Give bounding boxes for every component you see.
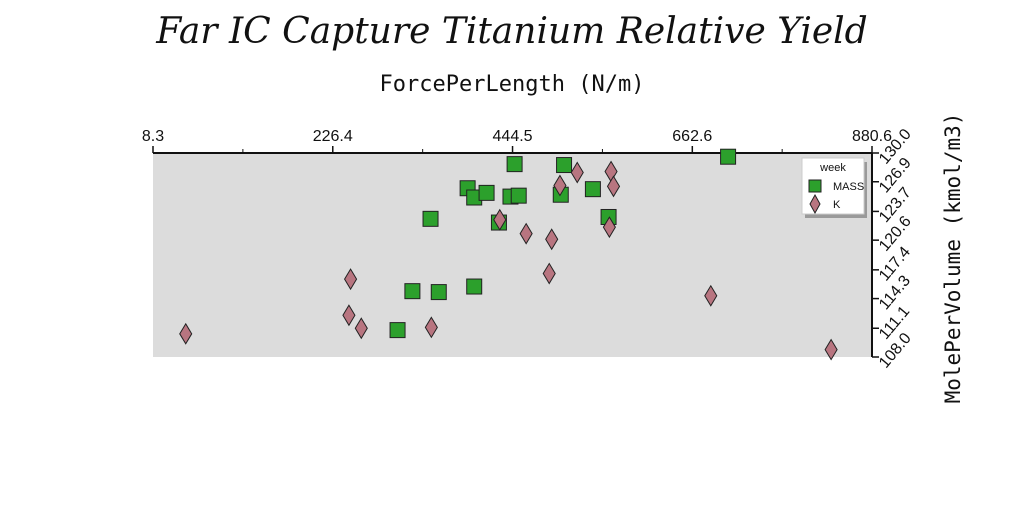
k-point: [179, 322, 193, 345]
x-tick-label: 444.5: [493, 128, 533, 145]
k-point: [570, 161, 584, 184]
k-point: [824, 338, 838, 361]
x-tick-label: 8.3: [142, 128, 164, 145]
legend-item-mass: MASS: [808, 179, 864, 193]
legend-items: MASS K: [808, 179, 864, 215]
mass-point: [506, 156, 523, 173]
mass-point: [510, 187, 527, 204]
chart-title: Far IC Capture Titanium Relative Yield: [155, 11, 867, 52]
k-point: [424, 316, 438, 339]
k-point: [545, 228, 559, 251]
mass-point: [478, 184, 495, 201]
legend-marker-k: [809, 193, 821, 215]
mass-point: [720, 148, 737, 165]
mass-point: [584, 181, 601, 198]
k-point: [553, 174, 567, 197]
mass-point: [430, 284, 447, 301]
k-point: [493, 208, 507, 231]
mass-point: [389, 322, 406, 339]
legend: week MASS K: [801, 157, 867, 218]
y-axis-label: MolePerVolume (kmol/m3): [941, 113, 965, 404]
mass-point: [422, 210, 439, 227]
data-points: [179, 148, 838, 361]
x-ticks: 8.3 226.4 444.5 662.6 880.6: [142, 128, 892, 153]
k-point: [704, 284, 718, 307]
k-point: [602, 216, 616, 239]
k-point: [519, 222, 533, 245]
mass-point: [404, 283, 421, 300]
legend-title: week: [819, 162, 846, 174]
x-tick-label: 880.6: [852, 128, 892, 145]
mass-point: [556, 157, 573, 174]
mass-point: [466, 278, 483, 295]
legend-item-k: K: [809, 193, 841, 215]
legend-marker-mass: [808, 179, 822, 193]
x-tick-label: 226.4: [313, 128, 353, 145]
k-point: [354, 317, 368, 340]
legend-label: K: [833, 199, 841, 211]
k-point: [342, 304, 356, 327]
k-point: [343, 268, 358, 291]
plot-area: [153, 153, 872, 357]
x-tick-label: 662.6: [672, 128, 712, 145]
k-point: [542, 262, 556, 285]
k-point: [606, 175, 621, 198]
legend-label: MASS: [833, 181, 864, 193]
x-axis-label: ForcePerLength (N/m): [380, 72, 645, 97]
